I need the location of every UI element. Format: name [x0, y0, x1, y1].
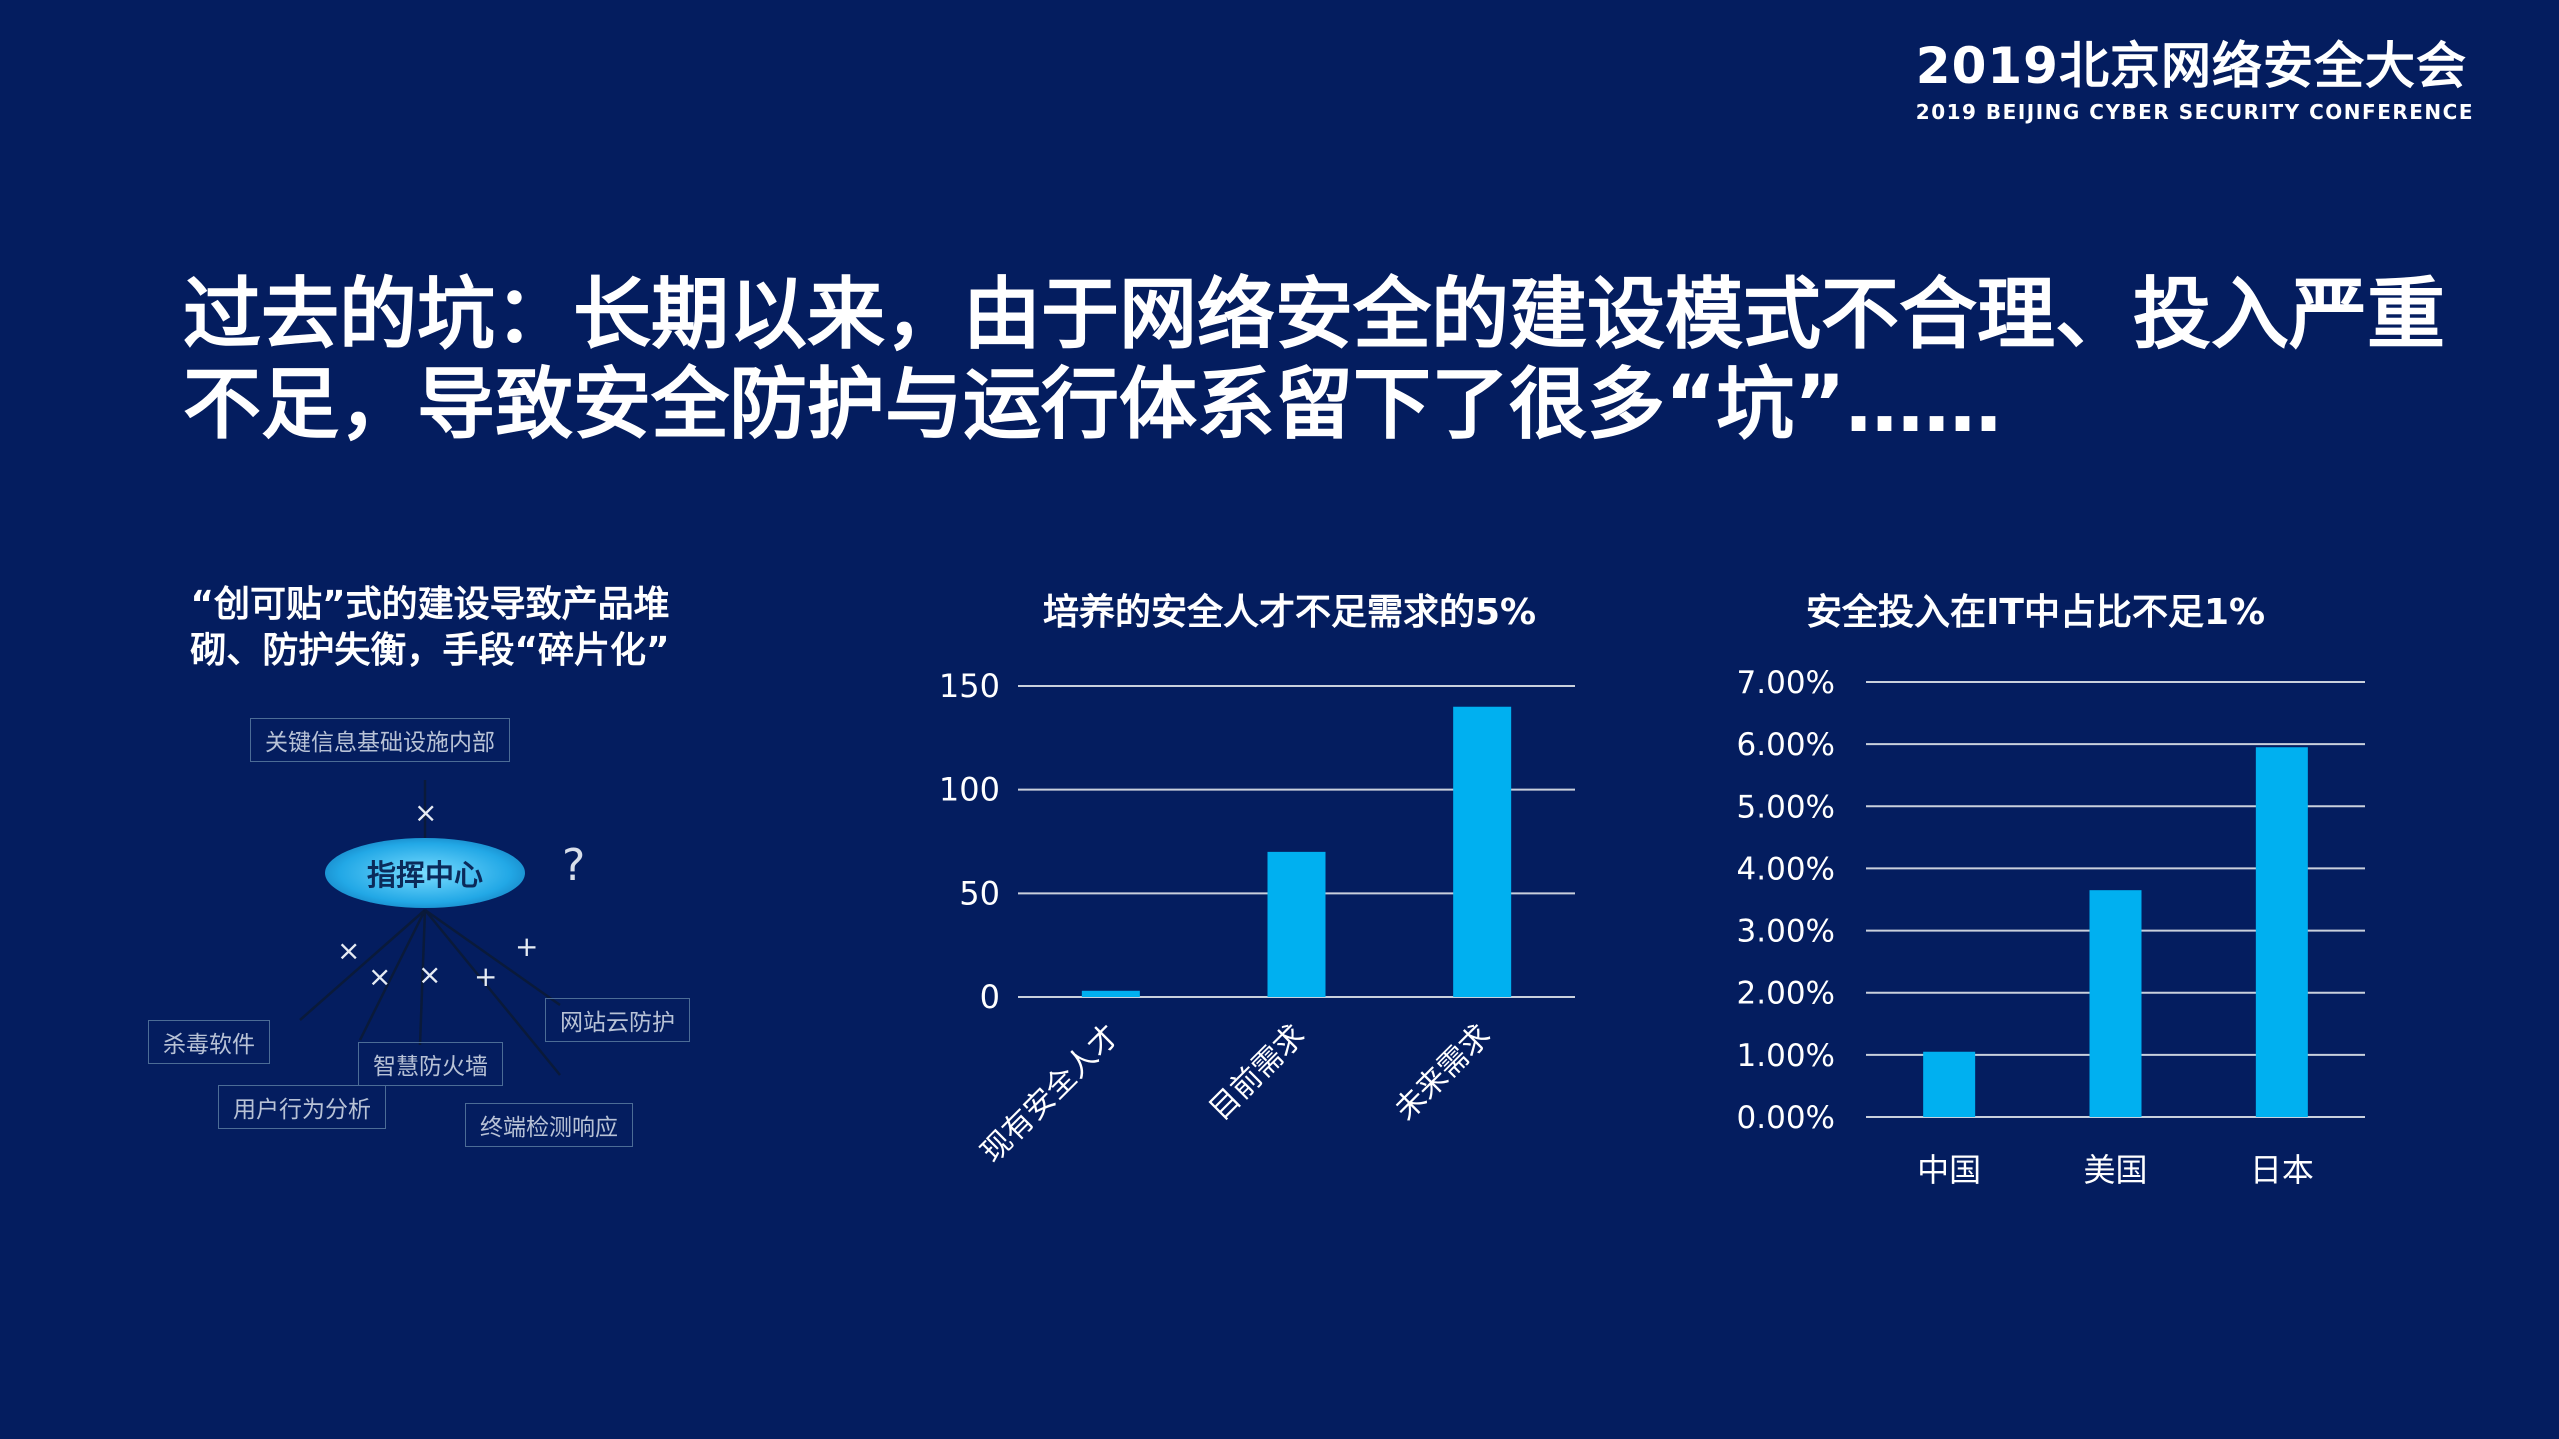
- chart2-ytick-label: 2.00%: [1737, 976, 1835, 1012]
- conference-brand: 2019北京网络安全大会 2019 BEIJING CYBER SECURITY…: [1916, 38, 2474, 124]
- node-web-protection: 网站云防护: [545, 998, 690, 1042]
- chart1-ytick-label: 100: [939, 771, 1000, 809]
- chart1-ytick-label: 50: [959, 874, 1000, 912]
- chart2-ytick-label: 3.00%: [1737, 914, 1835, 950]
- plus-mark-right: +: [515, 930, 539, 963]
- node-antivirus: 杀毒软件: [148, 1020, 270, 1064]
- chart2-category-label: 中国: [1917, 1151, 1981, 1189]
- chart1-category-label: 目前需求: [1203, 1018, 1313, 1128]
- chart2-bar: [2255, 747, 2308, 1117]
- chart2-ytick-label: 1.00%: [1737, 1038, 1835, 1074]
- diagram-title: “创可贴”式的建设导致产品堆 砌、防护失衡，手段“碎片化”: [150, 582, 710, 674]
- chart2-ytick-label: 5.00%: [1737, 789, 1835, 825]
- headline-line-2: 不足，导致安全防护与运行体系留下了很多“坑”……: [183, 360, 2002, 450]
- diagram-title-line-2: 砌、防护失衡，手段“碎片化”: [190, 630, 670, 671]
- chart1-ytick-label: 150: [939, 667, 1000, 705]
- x-mark-mid: ×: [418, 958, 442, 991]
- plus-mark-mid: +: [474, 960, 498, 993]
- connector-behavior: [358, 909, 427, 1041]
- chart2-ytick-label: 6.00%: [1737, 727, 1835, 763]
- x-mark-mid-left: ×: [368, 960, 392, 993]
- chart2-title: 安全投入在IT中占比不足1%: [1806, 592, 2266, 633]
- node-endpoint-detection: 终端检测响应: [465, 1103, 633, 1147]
- x-mark-left: ×: [337, 934, 361, 967]
- chart2-bar: [1923, 1051, 1976, 1117]
- connector-web: [424, 908, 561, 1007]
- headline-line-1: 过去的坑：长期以来，由于网络安全的建设模式不合理、投入严重: [183, 270, 2446, 360]
- x-mark-top: ×: [414, 796, 438, 829]
- node-infrastructure: 关键信息基础设施内部: [250, 718, 510, 762]
- node-firewall: 智慧防火墙: [358, 1042, 503, 1086]
- node-user-behavior: 用户行为分析: [218, 1085, 386, 1129]
- chart1-ytick-label: 0: [980, 978, 1000, 1016]
- chart1-bar: [1081, 990, 1140, 997]
- chart2-bar: [2089, 890, 2142, 1117]
- chart1-category-label: 未来需求: [1388, 1018, 1498, 1128]
- chart1-category-label: 现有安全人才: [974, 1018, 1126, 1170]
- question-mark: ?: [562, 840, 586, 891]
- brand-subtitle: 2019 BEIJING CYBER SECURITY CONFERENCE: [1915, 100, 2474, 124]
- hub-label: 指挥中心: [366, 858, 483, 892]
- chart1-bar: [1453, 706, 1512, 997]
- connector-firewall: [418, 909, 427, 1046]
- connector-endpoint: [424, 909, 561, 1076]
- chart2-category-label: 美国: [2083, 1151, 2147, 1189]
- slide-headline: 过去的坑：长期以来，由于网络安全的建设模式不合理、投入严重 不足，导致安全防护与…: [183, 270, 2446, 450]
- chart1-bar: [1267, 851, 1326, 997]
- chart2-ytick-label: 0.00%: [1737, 1100, 1835, 1136]
- chart2-ytick-label: 4.00%: [1737, 851, 1835, 887]
- connector-antivirus: [299, 909, 426, 1021]
- diagram-title-line-1: “创可贴”式的建设导致产品堆: [190, 584, 670, 625]
- brand-title: 2019北京网络安全大会: [1915, 37, 2467, 95]
- chart2-category-label: 日本: [2250, 1151, 2314, 1189]
- chart2-ytick-label: 7.00%: [1737, 665, 1835, 701]
- hub-command-center: 指挥中心: [325, 838, 525, 908]
- chart1-title: 培养的安全人才不足需求的5%: [1043, 592, 1537, 633]
